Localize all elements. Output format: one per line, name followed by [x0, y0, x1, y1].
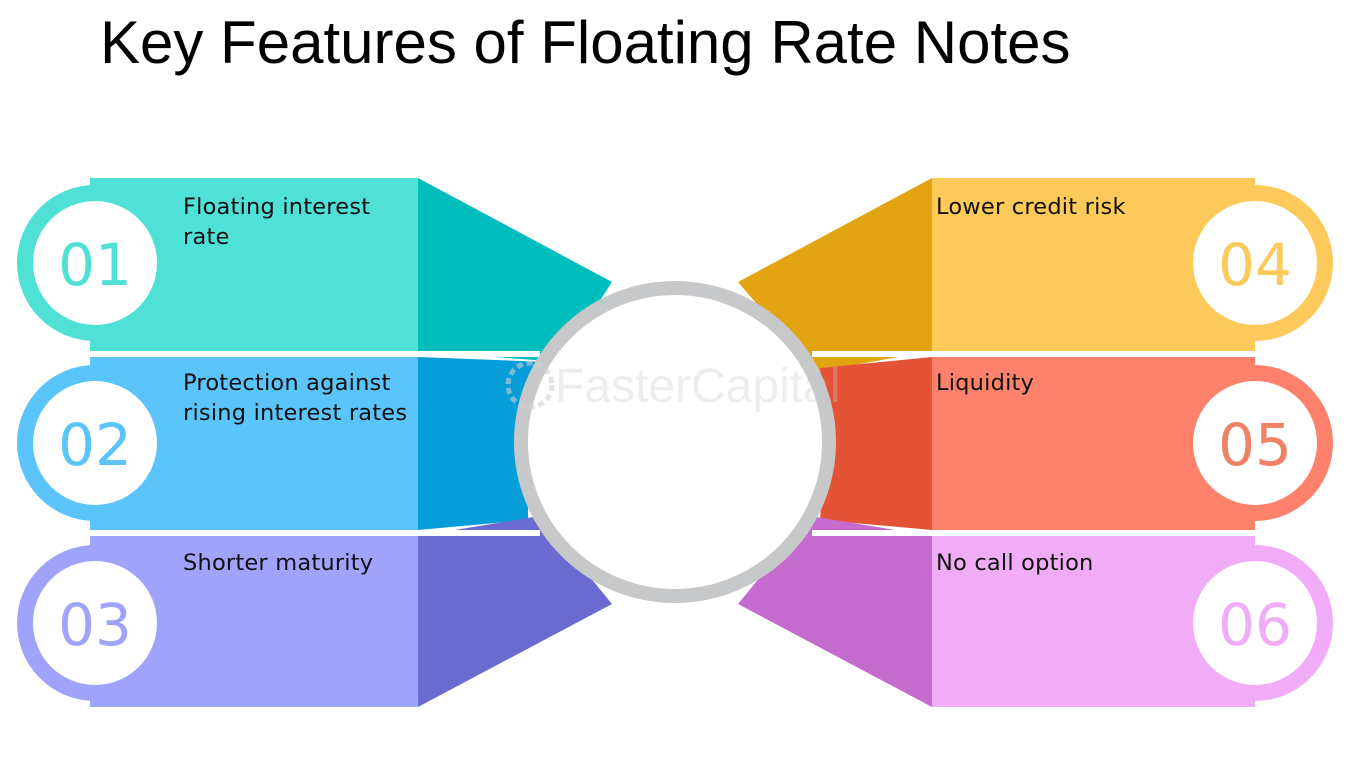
feature-02: 02: [17, 357, 548, 530]
feature-03-ring-inner: [33, 561, 157, 685]
feature-03-label: Shorter maturity: [183, 548, 373, 578]
feature-05-number: 05: [1218, 411, 1292, 479]
feature-01-number: 01: [58, 231, 132, 299]
separator: [0, 351, 540, 357]
feature-04-ring-inner: [1193, 201, 1317, 325]
separator: [812, 530, 1350, 536]
feature-01-label-line: Floating interest: [183, 194, 371, 220]
feature-04-label-line: Lower credit risk: [936, 194, 1126, 220]
feature-04-label: Lower credit risk: [936, 192, 1126, 222]
page-title: Key Features of Floating Rate Notes: [100, 9, 1071, 76]
feature-05: 05: [820, 357, 1333, 530]
feature-05-wedge: [820, 357, 932, 530]
feature-01-bar: [90, 178, 418, 351]
separator: [812, 351, 1350, 357]
feature-06: 06: [738, 516, 1333, 707]
feature-06-label-line: No call option: [936, 550, 1094, 576]
feature-03-bar: [90, 536, 418, 707]
feature-04: 04: [738, 178, 1333, 372]
feature-04-number: 04: [1218, 231, 1292, 299]
feature-01: 01: [17, 178, 612, 362]
feature-06-number: 06: [1218, 591, 1292, 659]
feature-05-bar: [932, 357, 1255, 530]
feature-06-bar: [932, 536, 1255, 707]
feature-05-ring-inner: [1193, 381, 1317, 505]
separator: [0, 530, 540, 536]
feature-02-label-line: Protection against: [183, 370, 391, 396]
feature-06-wedge: [738, 516, 932, 707]
feature-01-ring-inner: [33, 201, 157, 325]
feature-06-ring-inner: [1193, 561, 1317, 685]
feature-03: 03: [17, 516, 612, 707]
feature-03-label-line: Shorter maturity: [183, 550, 374, 576]
feature-02-number: 02: [58, 411, 132, 479]
feature-05-label-line: Liquidity: [936, 370, 1035, 396]
feature-03-number: 03: [58, 591, 132, 659]
center-ring: [514, 281, 836, 603]
feature-05-label: Liquidity: [936, 368, 1034, 398]
feature-03-wedge: [418, 516, 612, 707]
watermark: FasterCapital: [505, 360, 840, 413]
feature-02-label: Protection against rising interest rates: [183, 368, 407, 428]
feature-02-label-line: rising interest rates: [183, 400, 408, 426]
feature-06-label: No call option: [936, 548, 1094, 578]
feature-01-label-line: rate: [183, 224, 230, 250]
feature-04-bar: [932, 178, 1255, 351]
watermark-gear-icon: [505, 360, 555, 410]
watermark-text: FasterCapital: [555, 360, 840, 413]
feature-01-wedge: [418, 178, 612, 362]
feature-01-label: Floating interest rate: [183, 192, 370, 252]
feature-04-wedge: [738, 178, 932, 372]
feature-02-ring-inner: [33, 381, 157, 505]
feature-02-bar: [90, 357, 418, 530]
